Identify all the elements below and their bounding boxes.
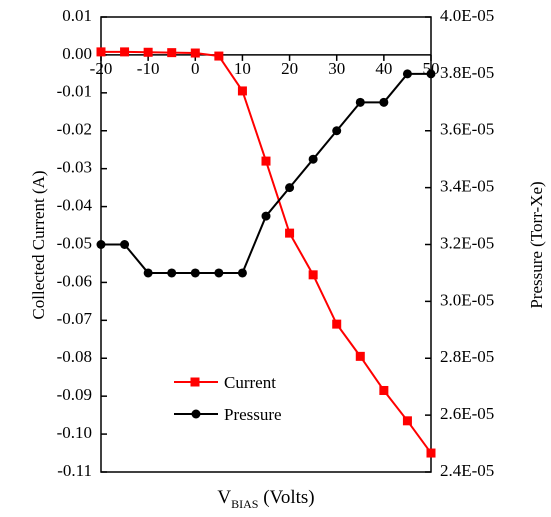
y2-tick-label: 2.8E-05 [440, 347, 494, 366]
data-point-pressure [167, 268, 177, 278]
data-point-pressure [214, 268, 224, 278]
data-point-current [379, 385, 389, 395]
legend-pressure-label: Pressure [224, 405, 282, 424]
y-tick-label: -0.03 [57, 158, 92, 177]
data-point-pressure [190, 268, 200, 278]
data-point-pressure [120, 240, 130, 249]
data-point-pressure [285, 183, 295, 193]
x-tick-label: 30 [328, 59, 345, 78]
x-axis-title-subscript: BIAS [231, 497, 258, 511]
x-tick-label: 40 [375, 59, 392, 78]
data-point-pressure [426, 69, 436, 79]
y-tick-label: 0.01 [62, 6, 92, 25]
data-point-pressure [355, 97, 365, 107]
y-tick-label: -0.10 [57, 423, 92, 442]
y-tick-label: -0.02 [57, 120, 92, 139]
y2-tick-label: 3.6E-05 [440, 120, 494, 139]
y2-tick-label: 3.8E-05 [440, 63, 494, 82]
x-tick-label: -10 [137, 59, 160, 78]
x-tick-label: -20 [90, 59, 113, 78]
data-point-current [332, 319, 342, 329]
y2-tick-label: 2.4E-05 [440, 461, 494, 480]
legend-pressure-marker [191, 409, 201, 419]
data-point-current [285, 228, 295, 238]
data-point-pressure [308, 154, 318, 164]
y-tick-label: -0.05 [57, 233, 92, 252]
data-point-current [426, 448, 436, 458]
data-point-pressure [379, 97, 389, 107]
left-axis: 0.01 0.00 -0.01 -0.02 -0.03 -0.04 -0.05 -0.06 -0… [57, 6, 107, 480]
x-tick-label: 20 [281, 59, 298, 78]
data-point-current [190, 48, 200, 58]
data-point-pressure [332, 126, 342, 136]
y2-tick-label: 4.0E-05 [440, 6, 494, 25]
data-point-current [237, 86, 247, 96]
data-point-pressure [261, 211, 271, 221]
data-point-current [355, 351, 365, 361]
y-tick-label: -0.08 [57, 347, 92, 366]
y2-tick-label: 3.4E-05 [440, 177, 494, 196]
legend-current-marker [190, 377, 200, 387]
x-tick-label: 0 [191, 59, 200, 78]
data-point-pressure [237, 268, 247, 278]
plot-area [100, 16, 432, 473]
y-tick-label: 0.00 [62, 44, 92, 63]
data-point-current [214, 51, 224, 61]
series-layer [96, 47, 436, 458]
y2-tick-label: 2.6E-05 [440, 404, 494, 423]
x-axis-title-suffix: (Volts) [258, 487, 314, 508]
x-axis-title: VBIAS (Volts) [217, 487, 314, 511]
y-tick-label: -0.09 [57, 385, 92, 404]
y-tick-label: -0.04 [57, 195, 93, 214]
data-point-pressure [96, 240, 106, 249]
data-point-current [308, 270, 318, 280]
data-point-current [96, 47, 106, 57]
data-point-current [402, 416, 412, 426]
legend: Current Pressure [174, 373, 282, 424]
legend-current-label: Current [224, 373, 276, 392]
data-point-pressure [402, 69, 412, 79]
data-point-current [261, 156, 271, 166]
right-axis: 4.0E-05 3.8E-05 3.6E-05 3.4E-05 3.2E-05 3.0E-… [425, 6, 494, 480]
series-current [96, 47, 436, 458]
y-tick-label: -0.06 [57, 271, 92, 290]
y2-tick-label: 3.0E-05 [440, 290, 494, 309]
data-point-current [120, 47, 130, 57]
data-point-current [143, 47, 153, 57]
y-tick-label: -0.11 [57, 461, 92, 480]
data-point-pressure [143, 268, 153, 278]
x-axis-title-main: V [217, 487, 231, 508]
y-tick-label: -0.07 [57, 309, 93, 328]
y-axis-title: Collected Current (A) [29, 170, 48, 319]
data-point-current [167, 48, 177, 58]
y2-axis-title: Pressure (Torr-Xe) [527, 181, 546, 308]
x-tick-label: 10 [234, 59, 251, 78]
y-tick-label: -0.01 [57, 82, 92, 101]
series-pressure [96, 69, 436, 278]
y2-tick-label: 3.2E-05 [440, 233, 494, 252]
